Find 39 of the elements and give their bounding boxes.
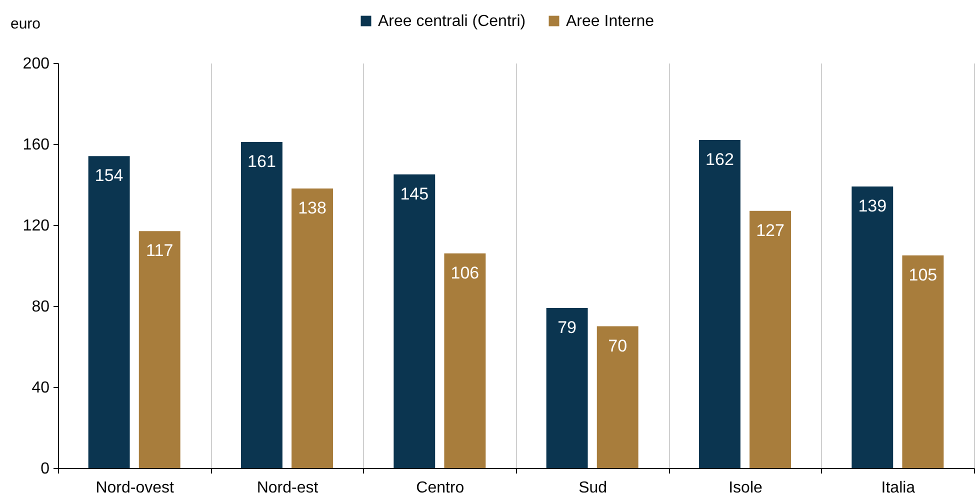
y-tick-label: 200	[22, 56, 50, 72]
y-tick-label: 0	[40, 460, 50, 478]
y-tick-label: 160	[22, 136, 50, 154]
data-label: 154	[94, 166, 124, 186]
data-label: 106	[450, 263, 480, 282]
x-tick-label: Italia	[881, 480, 916, 496]
y-tick-label: 40	[32, 380, 50, 396]
data-label: 79	[558, 318, 577, 338]
bar	[88, 156, 130, 468]
bar	[241, 142, 282, 468]
legend-label: Aree centrali (Centri)	[378, 13, 526, 30]
data-label: 127	[756, 220, 784, 240]
data-label: 162	[706, 150, 734, 169]
bar	[902, 255, 944, 468]
y-tick-label: 120	[22, 218, 50, 234]
x-tick-label: Isole	[728, 480, 762, 496]
bar	[750, 210, 791, 468]
bar	[596, 326, 638, 468]
data-label: 139	[858, 196, 887, 216]
x-tick-label: Nord-ovest	[96, 480, 175, 496]
x-tick-label: Nord-est	[256, 480, 319, 496]
data-label: 138	[298, 198, 326, 218]
bar	[292, 188, 333, 468]
data-label: 105	[908, 265, 938, 284]
data-label: 70	[608, 336, 628, 356]
bar	[444, 253, 486, 468]
data-label: 117	[146, 241, 174, 260]
x-tick-label: Sud	[578, 480, 608, 496]
bar	[699, 140, 740, 468]
data-label: 161	[248, 152, 276, 171]
x-tick-label: Centro	[416, 480, 464, 496]
y-tick-label: 80	[32, 298, 50, 316]
legend-label: Aree Interne	[566, 13, 654, 30]
bar	[546, 308, 588, 468]
bar	[394, 174, 436, 468]
bar	[852, 186, 894, 468]
data-label: 145	[400, 184, 429, 204]
bar	[138, 231, 180, 468]
y-axis-title: euro	[10, 16, 41, 32]
